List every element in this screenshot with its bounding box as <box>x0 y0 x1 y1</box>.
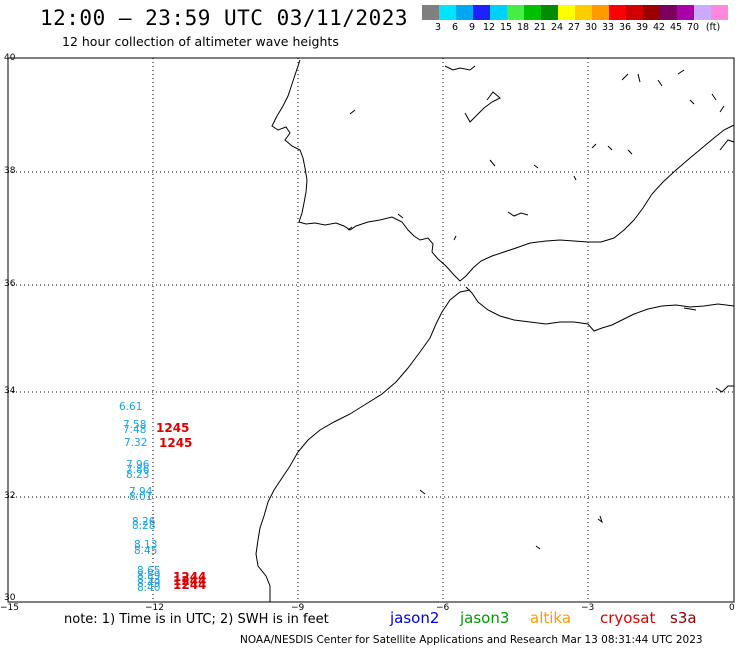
colorbar-label: 12 <box>482 22 496 33</box>
graticule <box>8 58 734 602</box>
pass-time-label: 1245 <box>159 436 193 450</box>
colorbar-label: 30 <box>584 22 598 33</box>
wave-height-value: 8.49 <box>137 578 161 590</box>
lat-tick-label: 32 <box>4 491 16 501</box>
colorbar-label: 9 <box>468 22 476 33</box>
lat-tick-label: 34 <box>4 386 16 396</box>
colorbar-swatch <box>643 5 660 20</box>
wave-height-value: 8.26 <box>132 516 156 528</box>
lat-tick-label: 40 <box>4 53 16 63</box>
lat-tick-label: 36 <box>4 279 16 289</box>
map-title: 12:00 – 23:59 UTC 03/11/2023 <box>40 6 409 30</box>
footnote: note: 1) Time is in UTC; 2) SWH is in fe… <box>64 612 329 627</box>
lon-tick-label: −12 <box>145 603 164 613</box>
coastline-morocco-atlantic <box>255 289 471 602</box>
legend-jason2: jason2 <box>390 609 440 627</box>
colorbar-label: 21 <box>533 22 547 33</box>
colorbar-swatch <box>473 5 490 20</box>
colorbar-labels: 3 6 9 12 15 18 21 24 27 30 33 36 39 42 4… <box>422 22 740 34</box>
pass-time-label: 1245 <box>156 421 190 435</box>
wave-height-value: 7.86 <box>126 464 150 476</box>
wave-height-value: 7.96 <box>126 459 150 471</box>
colorbar-swatch <box>439 5 456 20</box>
wave-height-value: 8.13 <box>134 539 158 551</box>
colorbar-swatch <box>541 5 558 20</box>
wave-height-value: 7.32 <box>124 437 148 449</box>
colorbar-swatch <box>456 5 473 20</box>
wave-height-value: 7.58 <box>123 419 147 431</box>
map-frame <box>7 57 735 603</box>
wave-height-value: 8.28 <box>132 520 156 532</box>
lon-tick-label: −9 <box>291 603 305 613</box>
colorbar-label: 27 <box>567 22 581 33</box>
wave-height-value: 8.01 <box>129 491 153 503</box>
wave-height-value: 8.65 <box>137 565 161 577</box>
colorbar-label: 39 <box>635 22 649 33</box>
wave-height-value: 8.45 <box>134 545 158 557</box>
colorbar-label: 42 <box>652 22 666 33</box>
colorbar-swatch <box>507 5 524 20</box>
lat-tick-label: 38 <box>4 166 16 176</box>
wave-height-value: 8.40 <box>137 582 161 594</box>
colorbar-swatch <box>558 5 575 20</box>
wave-height-value: 6.61 <box>119 401 143 413</box>
map-subtitle: 12 hour collection of altimeter wave hei… <box>62 34 339 49</box>
lon-tick-label: −6 <box>436 603 450 613</box>
islands <box>347 65 735 550</box>
coastline-iberia <box>271 59 735 282</box>
colorbar-swatch <box>575 5 592 20</box>
lat-tick-label: 30 <box>4 593 16 603</box>
colorbar-swatch <box>694 5 711 20</box>
colorbar-label: 6 <box>451 22 459 33</box>
colorbar-swatch <box>422 5 439 20</box>
colorbar-swatch <box>609 5 626 20</box>
lon-tick-label: −15 <box>0 603 19 613</box>
credit-line: NOAA/NESDIS Center for Satellite Applica… <box>240 634 703 646</box>
pass-time-label: 1244 <box>173 574 207 588</box>
colorbar-swatch <box>711 5 728 20</box>
colorbar-label: 70 <box>686 22 700 33</box>
colorbar-label: 15 <box>499 22 513 33</box>
colorbar-label: 18 <box>516 22 530 33</box>
wave-height-colorbar <box>422 5 728 20</box>
colorbar-swatch <box>677 5 694 20</box>
colorbar-label: 24 <box>550 22 564 33</box>
colorbar-swatch <box>660 5 677 20</box>
colorbar-swatch <box>524 5 541 20</box>
colorbar-label: (ft) <box>705 22 721 33</box>
wave-height-value: 8.59 <box>137 570 161 582</box>
legend-cryosat: cryosat <box>600 609 656 627</box>
pass-time-label: 1244 <box>173 578 207 592</box>
colorbar-swatch <box>626 5 643 20</box>
wave-height-value: 7.48 <box>123 424 147 436</box>
wave-height-value: 8.23 <box>126 469 150 481</box>
legend-jason3: jason3 <box>460 609 510 627</box>
pass-time-label: 1244 <box>173 570 207 584</box>
legend-altika: altika <box>530 609 572 627</box>
colorbar-swatch <box>490 5 507 20</box>
colorbar-label: 45 <box>669 22 683 33</box>
coastline-morocco-north <box>465 286 735 332</box>
colorbar-label: 3 <box>434 22 442 33</box>
lon-tick-label: −3 <box>581 603 595 613</box>
legend-s3a: s3a <box>670 609 697 627</box>
lon-tick-label: 0 <box>729 603 735 613</box>
wave-height-value: 7.94 <box>129 486 153 498</box>
colorbar-label: 36 <box>618 22 632 33</box>
colorbar-swatch <box>592 5 609 20</box>
wave-height-value: 8.53 <box>137 574 161 586</box>
colorbar-label: 33 <box>601 22 615 33</box>
